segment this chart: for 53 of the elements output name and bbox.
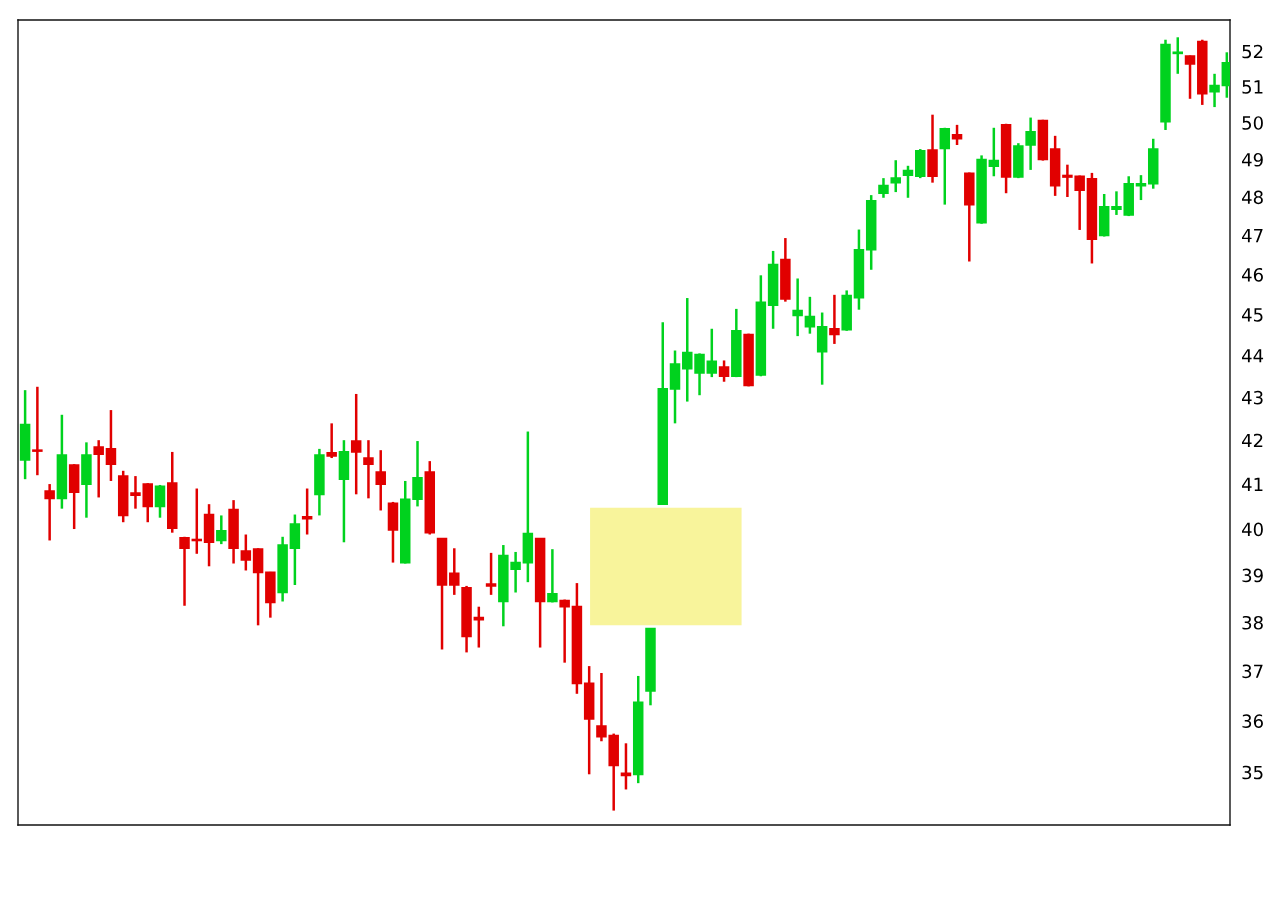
y-tick-label: 47 bbox=[1241, 229, 1263, 243]
candlestick bbox=[792, 277, 803, 338]
candlestick bbox=[179, 535, 190, 607]
y-tick-label: 52 bbox=[1242, 44, 1263, 59]
candlestick bbox=[350, 392, 362, 496]
candlestick bbox=[216, 514, 227, 546]
candlestick bbox=[32, 385, 43, 477]
candlestick bbox=[1172, 36, 1184, 76]
candlestick bbox=[620, 742, 632, 791]
candlestick bbox=[902, 164, 914, 200]
candlestick bbox=[485, 551, 497, 597]
candlestick bbox=[1221, 51, 1230, 99]
candlestick bbox=[988, 126, 1000, 178]
candlestick bbox=[706, 327, 718, 379]
y-tick-label: 50 bbox=[1242, 116, 1263, 130]
candlestick bbox=[44, 482, 55, 542]
candlestick bbox=[939, 126, 951, 206]
candlestick bbox=[718, 359, 730, 383]
y-tick-label: 40 bbox=[1241, 522, 1263, 537]
y-tick-label: 35 bbox=[1242, 765, 1263, 780]
y-tick-label: 46 bbox=[1241, 267, 1263, 282]
candlestick bbox=[412, 439, 423, 508]
candlestick bbox=[829, 293, 840, 346]
y-tick-label: 39 bbox=[1242, 568, 1263, 583]
candlestick bbox=[363, 438, 374, 500]
candlestick bbox=[1209, 72, 1220, 109]
y-tick-label: 43 bbox=[1241, 390, 1263, 405]
y-tick-label: 45 bbox=[1241, 308, 1263, 322]
candlestick bbox=[449, 547, 460, 597]
y-tick-label: 36 bbox=[1242, 714, 1263, 729]
candlestick bbox=[326, 422, 337, 460]
candlestick bbox=[240, 533, 252, 572]
candlestick bbox=[804, 295, 816, 335]
candlestick bbox=[890, 158, 901, 194]
candlestick bbox=[93, 438, 104, 499]
candlestick bbox=[878, 176, 889, 200]
y-tick-label: 41 bbox=[1241, 477, 1263, 491]
y-tick-label: 49 bbox=[1241, 152, 1263, 167]
candlestick bbox=[1184, 54, 1196, 101]
y-tick-label: 37 bbox=[1242, 664, 1263, 679]
candlestick bbox=[951, 123, 963, 147]
candlestick bbox=[559, 598, 570, 664]
y-tick-label: 42 bbox=[1241, 433, 1263, 448]
candlestick bbox=[375, 448, 386, 512]
y-tick-label: 44 bbox=[1241, 349, 1264, 363]
y-tick-label: 51 bbox=[1242, 80, 1263, 94]
candlestick bbox=[154, 483, 166, 519]
candlestick bbox=[105, 408, 117, 483]
candlestick bbox=[252, 547, 264, 627]
y-tick-label: 48 bbox=[1241, 190, 1263, 205]
candlestick bbox=[1135, 173, 1147, 202]
y-tick-label: 38 bbox=[1242, 615, 1263, 630]
candlestick bbox=[547, 547, 558, 604]
